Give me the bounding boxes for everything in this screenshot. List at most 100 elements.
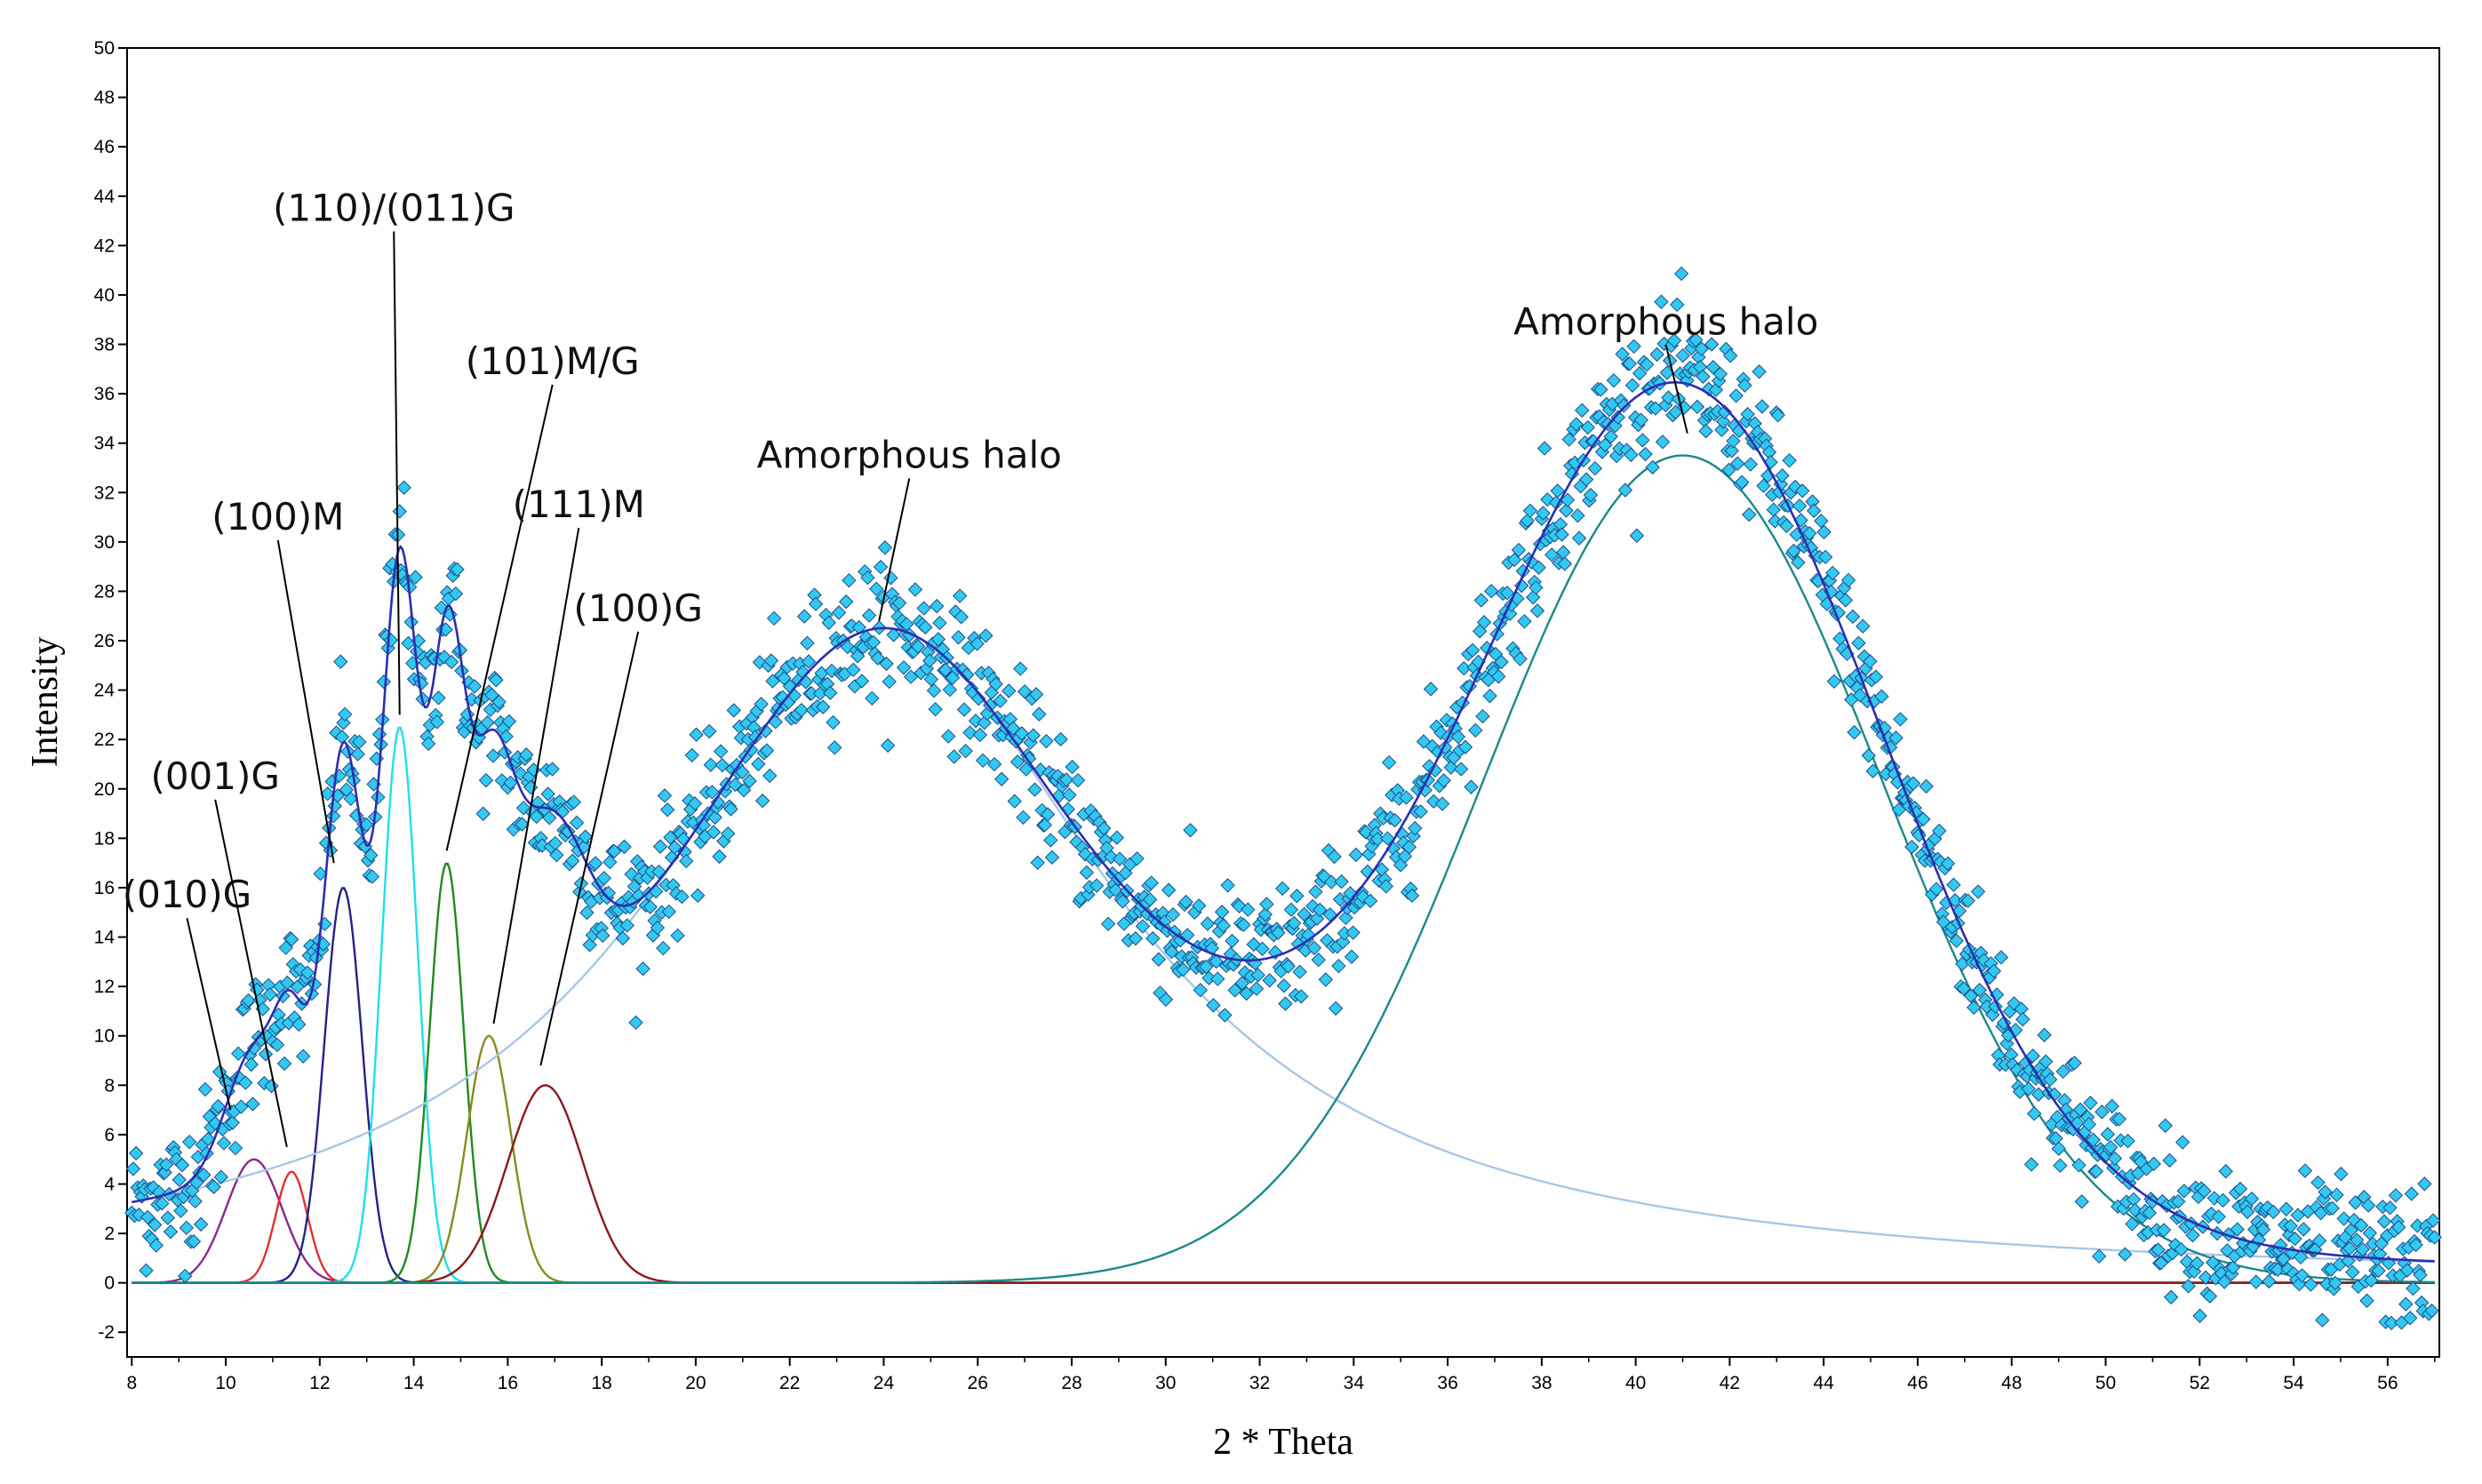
data-point [1220,878,1235,893]
data-point [2156,1223,2172,1238]
y-tick-label: 40 [94,285,115,306]
data-point [1294,989,1309,1004]
data-point [962,725,978,740]
data-point [617,839,632,855]
data-point [951,630,966,645]
data-point [1482,688,1497,704]
data-point [1183,823,1198,838]
data-point [587,856,603,871]
y-tick-label: 8 [104,1075,115,1096]
data-point [2293,1249,2309,1265]
data-point [1575,403,1590,418]
data-point [173,1203,188,1218]
data-point [128,1145,144,1161]
data-point [2255,1222,2271,1237]
data-point [1629,528,1645,543]
data-point [1112,851,1128,866]
data-point [343,791,358,807]
data-point [359,817,374,833]
data-point [1214,905,1230,920]
data-point [2345,1265,2360,1280]
data-point [670,928,685,944]
data-point [1491,669,1506,684]
annotation-leader-4 [445,384,554,851]
x-axis-title: 2 * Theta [1213,1422,1353,1463]
data-point [1568,417,1584,432]
data-point [2283,1218,2298,1233]
annotation-leader-8 [1664,345,1688,434]
data-point [1453,762,1469,777]
plot-frame [126,47,2440,1358]
data-point [970,636,985,651]
data-point [193,1217,209,1232]
data-point [2336,1211,2351,1226]
data-point [1715,414,1731,429]
data-point [160,1210,176,1225]
data-point [1529,603,1545,618]
data-point [689,727,704,742]
data-point [930,632,946,647]
data-point [1380,831,1395,846]
data-point [1070,772,1086,788]
data-point [283,931,299,947]
data-point [1689,399,1705,415]
data-point [1100,916,1116,931]
data-point [1865,763,1880,778]
data-point [1250,968,1265,983]
data-point [1164,944,1179,960]
data-point [1996,1015,2012,1031]
data-point [475,806,491,821]
data-point [2353,1217,2369,1233]
data-point [2142,1205,2158,1221]
data-point [2424,1303,2439,1319]
data-point [1404,888,1420,904]
data-point [2382,1200,2398,1216]
data-point [603,854,618,870]
data-point [1225,933,1240,949]
data-point [545,762,560,777]
data-point [930,598,945,614]
data-point [1058,772,1074,787]
data-point [1281,959,1296,974]
data-point [615,930,631,946]
data-point [2225,1260,2241,1275]
data-point [1007,794,1022,809]
data-point [2192,1308,2207,1323]
data-point [2026,1105,2042,1121]
data-point [2120,1133,2135,1149]
data-point [2218,1163,2233,1179]
data-point [515,817,530,832]
data-point [701,723,717,739]
data-point [2153,1255,2168,1271]
data-point [1107,882,1123,898]
data-point [2239,1204,2255,1219]
data-point [1856,618,1871,634]
data-point [2185,1227,2200,1243]
data-point [1292,964,1307,979]
annotation-leader-0 [186,917,232,1111]
data-point [1916,811,1931,827]
data-point [2146,1156,2161,1171]
data-point [2413,1267,2428,1282]
data-point [868,581,884,596]
fit-curve-layer [132,381,2435,1263]
data-point [1199,959,1214,975]
data-point [1557,556,1573,571]
data-point [579,905,595,921]
data-point [238,1075,253,1090]
data-point [1200,916,1216,931]
data-point [595,928,611,943]
data-point [1209,953,1224,969]
data-point [1289,889,1305,904]
data-point [1344,949,1360,964]
data-point [1791,555,1806,570]
data-point [1129,851,1145,866]
data-point [1635,433,1650,448]
data-point [650,920,666,936]
data-point [815,699,831,714]
data-point [1494,654,1509,670]
y-tick-label: 24 [94,681,116,701]
data-point [1737,378,1752,393]
data-point [174,1157,190,1173]
